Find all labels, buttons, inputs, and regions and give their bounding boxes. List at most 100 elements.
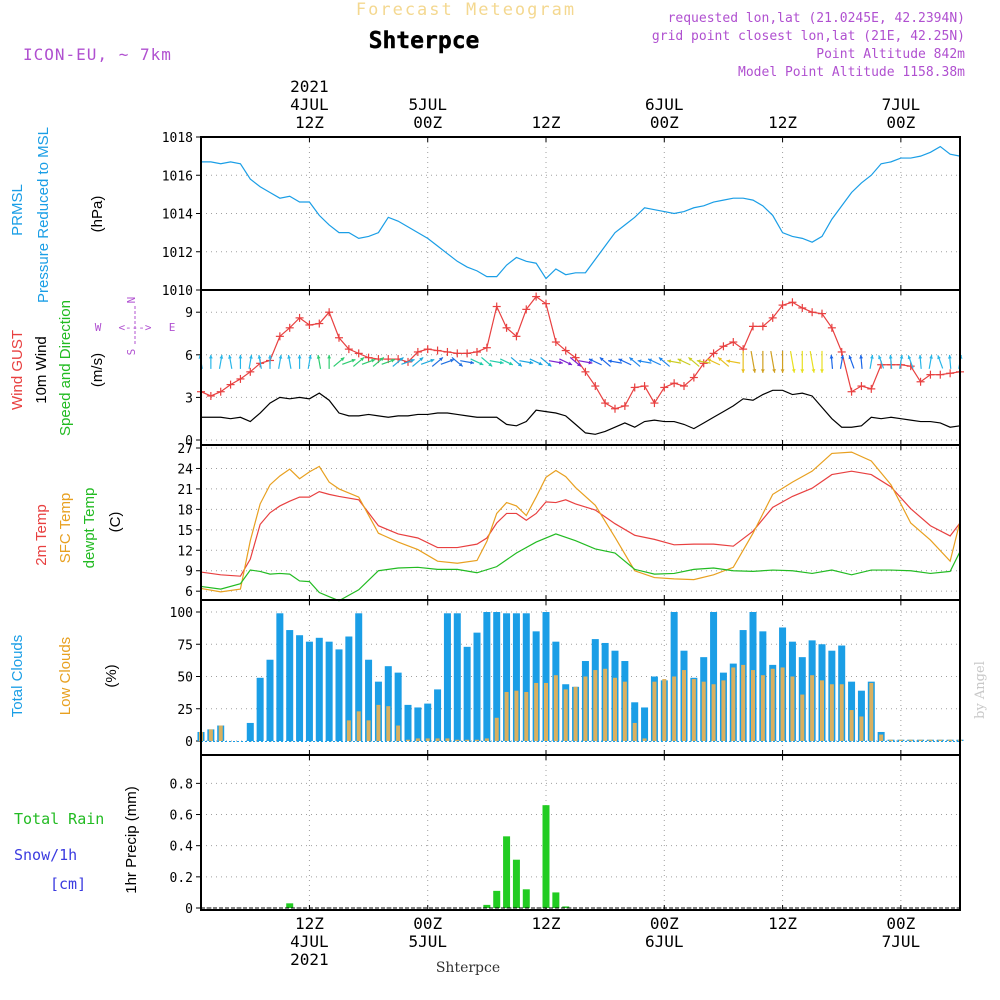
bar-low-clouds bbox=[583, 676, 588, 741]
top-tick-label: 4JUL bbox=[290, 95, 329, 114]
wind-arrow bbox=[667, 359, 682, 364]
y-tick-label: 0 bbox=[185, 434, 193, 449]
bar-low-clouds bbox=[908, 739, 913, 741]
pressure-label-1: PRMSL bbox=[9, 184, 26, 236]
wind-arrow bbox=[717, 356, 730, 367]
gust-point bbox=[808, 308, 817, 317]
bar-low-clouds bbox=[691, 679, 696, 741]
wind-arrow bbox=[548, 360, 563, 365]
gust-point bbox=[522, 305, 531, 314]
bar-total-clouds bbox=[473, 632, 481, 741]
bar-low-clouds bbox=[849, 710, 854, 741]
gust-point bbox=[778, 301, 787, 310]
wind-arrow bbox=[848, 355, 855, 369]
bar-low-clouds bbox=[780, 667, 785, 741]
gust-point bbox=[335, 333, 343, 342]
wind-arrow bbox=[628, 356, 641, 367]
wind-arrow bbox=[800, 350, 805, 373]
wind-arrow bbox=[750, 350, 757, 373]
bar-low-clouds bbox=[553, 675, 558, 741]
gust-point bbox=[502, 323, 511, 332]
gust-point bbox=[699, 359, 708, 368]
wind-arrow bbox=[248, 354, 253, 369]
wind-arrow bbox=[928, 354, 933, 369]
wind-arrow bbox=[401, 358, 415, 365]
bar-total-rain bbox=[503, 836, 511, 908]
low-clouds-label: Low Clouds bbox=[57, 637, 74, 715]
wind-arrow bbox=[470, 358, 484, 366]
bar-total-clouds bbox=[404, 704, 412, 741]
wind-arrow bbox=[647, 358, 662, 366]
y-tick-label: 9 bbox=[185, 306, 193, 321]
bar-total-clouds bbox=[246, 722, 254, 741]
wind-arrow bbox=[608, 359, 622, 364]
gust-point bbox=[709, 349, 718, 358]
y-tick-label: 75 bbox=[177, 638, 193, 653]
bar-low-clouds bbox=[869, 682, 874, 741]
bar-total-clouds bbox=[503, 613, 511, 741]
bar-low-clouds bbox=[445, 738, 450, 741]
bar-low-clouds bbox=[632, 722, 637, 741]
bar-low-clouds bbox=[593, 670, 598, 741]
bar-low-clouds bbox=[652, 681, 657, 741]
compass-rose: W E<--->NS bbox=[95, 297, 176, 356]
wind-arrow bbox=[540, 356, 552, 367]
bar-low-clouds bbox=[682, 670, 686, 741]
wind-arrow bbox=[481, 356, 493, 367]
series-line-pressure bbox=[201, 145, 961, 280]
panel-wind: 0 3 6 9 bbox=[185, 289, 964, 449]
bar-low-clouds bbox=[948, 739, 953, 741]
bar-low-clouds bbox=[810, 675, 815, 741]
y-tick-label: 50 bbox=[177, 671, 193, 686]
bottom-tick-label: 6JUL bbox=[645, 932, 684, 951]
bar-total-rain bbox=[512, 859, 520, 908]
y-tick-label: 0.4 bbox=[170, 840, 194, 855]
bar-low-clouds bbox=[465, 739, 470, 741]
wind-arrow bbox=[431, 356, 444, 367]
info-line-3: Point Altitude 842m bbox=[816, 47, 965, 62]
bar-total-clouds bbox=[325, 641, 333, 741]
gust-point bbox=[916, 377, 925, 386]
wind-direction-label: Speed and Direction bbox=[57, 300, 74, 436]
wind-arrow bbox=[307, 354, 312, 369]
bar-total-clouds bbox=[384, 666, 392, 741]
gust-point bbox=[423, 345, 432, 354]
wind-arrow bbox=[907, 355, 914, 369]
total-clouds-label: Total Clouds bbox=[9, 635, 26, 718]
bar-low-clouds bbox=[879, 734, 884, 741]
wind-arrows bbox=[198, 350, 963, 373]
bottom-tick-label: 12Z bbox=[532, 914, 561, 933]
bar-low-clouds bbox=[366, 720, 371, 741]
footer-station: Shterpce bbox=[436, 960, 500, 976]
wind-arrow bbox=[278, 354, 283, 369]
gust-point bbox=[295, 313, 304, 322]
credit: by Angel bbox=[973, 661, 988, 719]
bottom-tick-label: 00Z bbox=[413, 914, 442, 933]
bar-low-clouds bbox=[829, 684, 834, 741]
bar-low-clouds bbox=[534, 682, 539, 741]
wind-arrow bbox=[510, 356, 523, 367]
bar-low-clouds bbox=[504, 691, 509, 741]
top-tick-label: 2021 bbox=[290, 77, 329, 96]
bar-low-clouds bbox=[751, 670, 755, 741]
wind-arrow bbox=[569, 356, 582, 367]
bar-low-clouds bbox=[544, 682, 548, 741]
panel-labels: PRMSL Pressure Reduced to MSL (hPa) Wind GU… bbox=[9, 127, 175, 894]
panels: 1010101210141016101803696912151821242702… bbox=[162, 131, 964, 917]
gust-point bbox=[581, 367, 590, 376]
info-line-2: grid point closest lon,lat (21E, 42.25N) bbox=[652, 29, 965, 44]
wind-arrow bbox=[859, 354, 864, 369]
bottom-tick-label: 4JUL bbox=[290, 932, 329, 951]
bar-low-clouds bbox=[741, 664, 746, 741]
y-tick-label: 18 bbox=[177, 503, 193, 518]
series-line-dewpt-temp bbox=[200, 533, 961, 602]
y-tick-label: 3 bbox=[185, 391, 193, 406]
clouds-unit: (%) bbox=[103, 664, 120, 687]
bar-total-clouds bbox=[522, 613, 530, 741]
wind-arrow bbox=[829, 354, 834, 369]
wind-arrow bbox=[888, 354, 893, 369]
y-tick-label: 6 bbox=[185, 585, 193, 600]
bar-total-clouds bbox=[443, 613, 451, 741]
